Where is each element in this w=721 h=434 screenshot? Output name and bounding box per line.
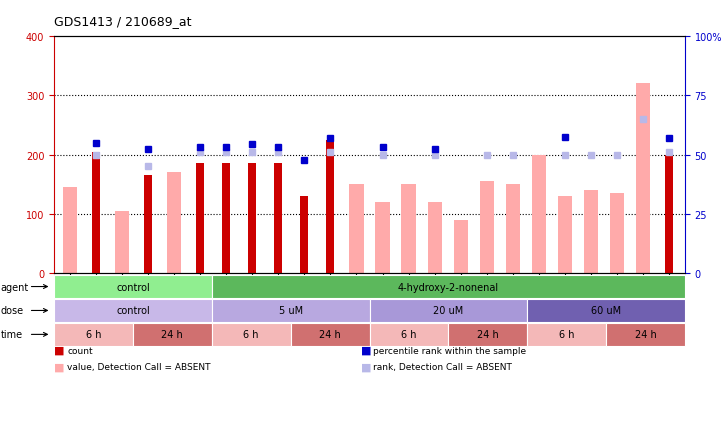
Text: 20 uM: 20 uM	[433, 306, 464, 316]
Bar	[505, 185, 520, 273]
Text: rank, Detection Call = ABSENT: rank, Detection Call = ABSENT	[373, 362, 513, 371]
Text: 24 h: 24 h	[477, 330, 499, 339]
Bar	[327, 140, 335, 273]
Text: 4-hydroxy-2-nonenal: 4-hydroxy-2-nonenal	[398, 282, 499, 292]
Text: control: control	[116, 282, 150, 292]
Text: 5 uM: 5 uM	[278, 306, 303, 316]
Text: 6 h: 6 h	[244, 330, 259, 339]
Bar	[584, 191, 598, 273]
Bar	[196, 164, 204, 273]
Text: count: count	[67, 346, 93, 355]
Bar	[301, 197, 309, 273]
Bar	[369, 323, 448, 346]
Bar	[115, 211, 129, 273]
Bar	[665, 155, 673, 273]
Text: time: time	[1, 330, 23, 339]
Text: percentile rank within the sample: percentile rank within the sample	[373, 346, 526, 355]
Bar	[274, 164, 282, 273]
Text: 24 h: 24 h	[162, 330, 183, 339]
Bar	[212, 276, 685, 298]
Bar	[479, 182, 494, 273]
Bar	[428, 202, 442, 273]
Bar	[402, 185, 416, 273]
Bar	[248, 164, 256, 273]
Bar	[606, 323, 685, 346]
Text: value, Detection Call = ABSENT: value, Detection Call = ABSENT	[67, 362, 211, 371]
Text: GDS1413 / 210689_at: GDS1413 / 210689_at	[54, 15, 192, 28]
Bar	[454, 220, 468, 273]
Bar	[144, 176, 152, 273]
Text: ■: ■	[54, 362, 65, 372]
Text: 6 h: 6 h	[401, 330, 417, 339]
Bar	[376, 202, 390, 273]
Bar	[54, 276, 212, 298]
Text: agent: agent	[1, 282, 29, 292]
Bar	[448, 323, 527, 346]
Text: 6 h: 6 h	[86, 330, 101, 339]
Bar	[527, 323, 606, 346]
Bar	[54, 323, 133, 346]
Bar	[63, 187, 77, 273]
Bar	[636, 84, 650, 273]
Bar	[532, 155, 546, 273]
Bar	[369, 299, 527, 322]
Text: 24 h: 24 h	[634, 330, 656, 339]
Text: 60 uM: 60 uM	[591, 306, 622, 316]
Bar	[610, 194, 624, 273]
Bar	[92, 152, 99, 273]
Text: 24 h: 24 h	[319, 330, 341, 339]
Bar	[222, 164, 230, 273]
Text: ■: ■	[54, 345, 65, 355]
Bar	[558, 197, 572, 273]
Bar	[133, 323, 212, 346]
Bar	[212, 323, 291, 346]
Bar	[349, 185, 363, 273]
Text: control: control	[116, 306, 150, 316]
Text: ■: ■	[360, 345, 371, 355]
Bar	[291, 323, 369, 346]
Bar	[167, 173, 181, 273]
Text: dose: dose	[1, 306, 24, 316]
Text: 6 h: 6 h	[559, 330, 575, 339]
Bar	[527, 299, 685, 322]
Bar	[212, 299, 369, 322]
Text: ■: ■	[360, 362, 371, 372]
Bar	[54, 299, 212, 322]
